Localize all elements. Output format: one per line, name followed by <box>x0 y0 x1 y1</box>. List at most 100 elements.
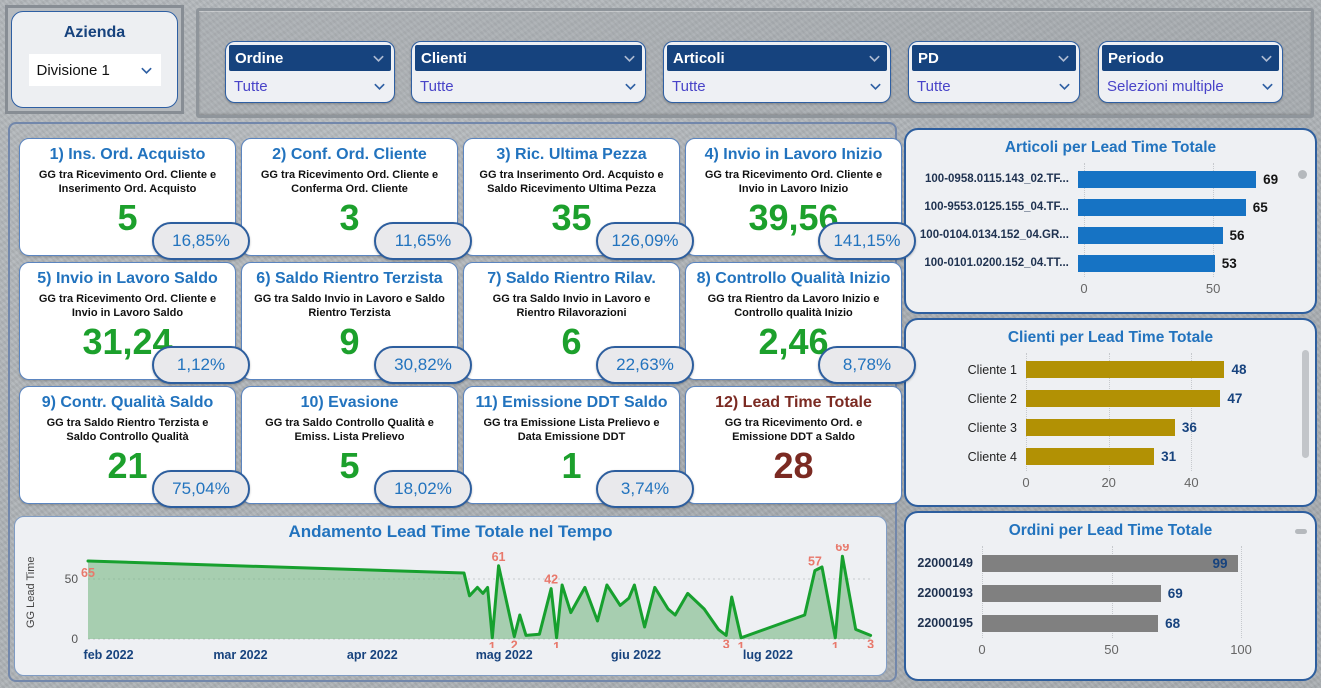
kpi-title: 9) Contr. Qualità Saldo <box>41 394 214 411</box>
x-axis-labels: feb 2022 mar 2022 apr 2022 mag 2022 giu 2022… <box>15 648 886 664</box>
data-bar[interactable] <box>1026 390 1221 407</box>
bar-category-label: 100-9553.0125.155_04.TF... <box>924 201 1069 213</box>
data-bar[interactable] <box>1077 226 1223 244</box>
data-bar[interactable] <box>1026 361 1225 378</box>
ordini-bar-chart: 22000149 99 22000193 69 22000195 68 0 50 100 <box>906 546 1315 660</box>
kpi-title: 1) Ins. Ord. Acquisto <box>49 146 206 163</box>
kpi-description: GG tra Ricevimento Ord. Cliente e Confer… <box>260 169 439 196</box>
azienda-dropdown[interactable]: Divisione 1 <box>28 54 161 86</box>
kpi-title: 8) Controllo Qualità Inizio <box>696 270 891 287</box>
filter-label: Clienti <box>421 49 467 67</box>
filter-value-dropdown[interactable]: Tutte <box>664 71 890 95</box>
filter-value-dropdown[interactable]: Tutte <box>909 71 1079 95</box>
kpi-description: GG tra Ricevimento Ord. Cliente e Invio … <box>704 169 883 196</box>
filter-ordine: Ordine Tutte <box>225 41 395 103</box>
kpi-value: 21 <box>107 444 148 486</box>
chart-title: Clienti per Lead Time Totale <box>1007 329 1214 346</box>
data-bar[interactable] <box>982 584 1161 602</box>
x-axis-tick: 0 <box>978 642 986 657</box>
filter-selected-value: Tutte <box>420 78 454 95</box>
data-bar[interactable] <box>1077 198 1246 216</box>
chart-text: 1 <box>832 640 839 648</box>
filter-header-dropdown[interactable]: Clienti <box>415 45 642 71</box>
kpi-description: GG tra Saldo Invio in Lavoro e Saldo Rie… <box>254 293 445 320</box>
filter-selected-value: Selezioni multiple <box>1107 78 1224 95</box>
bar-rows: 22000149 99 22000193 69 22000195 68 <box>906 546 1315 638</box>
kpi-percent-badge: 3,74% <box>596 470 694 508</box>
bar-row: 100-0101.0200.152_04.TT... 53 <box>906 249 1315 277</box>
chart-text: 69 <box>835 544 849 554</box>
bar-value-label: 48 <box>1231 362 1247 377</box>
filter-header-dropdown[interactable]: Articoli <box>667 45 887 71</box>
x-axis-tick: 100 <box>1230 642 1252 657</box>
bar-row: 22000149 99 <box>906 548 1315 578</box>
chevron-down-icon <box>373 55 384 62</box>
kpi-card-10: 10) Evasione GG tra Saldo Controllo Quali… <box>241 386 472 508</box>
kpi-value: 6 <box>561 320 582 362</box>
filter-periodo: Periodo Selezioni multiple <box>1098 41 1283 103</box>
chevron-down-icon <box>1261 55 1272 62</box>
kpi-card-6: 6) Saldo Rientro Terzista GG tra Saldo In… <box>241 262 472 384</box>
chart-text: 50 <box>65 572 79 586</box>
filter-value-dropdown[interactable]: Selezioni multiple <box>1099 71 1282 95</box>
filter-label: Periodo <box>1108 49 1164 67</box>
articoli-chart-card: Articoli per Lead Time Totale 100-0958.0… <box>904 128 1317 314</box>
filter-header-dropdown[interactable]: Periodo <box>1102 45 1279 71</box>
bar-category-label: 22000193 <box>917 586 973 600</box>
gridline <box>1084 163 1085 277</box>
data-bar[interactable] <box>1077 254 1215 272</box>
x-axis-ticks: 0 20 40 <box>906 475 1315 493</box>
filter-header-dropdown[interactable]: PD <box>912 45 1076 71</box>
kpi-percent-badge: 141,15% <box>818 222 916 260</box>
kpi-value: 35 <box>551 196 592 238</box>
kpi-description: GG tra Saldo Controllo Qualità e Emiss. … <box>265 417 434 444</box>
data-bar[interactable] <box>1026 419 1175 436</box>
chart-text: 1 <box>738 640 745 648</box>
filter-header-dropdown[interactable]: Ordine <box>229 45 391 71</box>
area-fill <box>88 556 871 639</box>
bar-category-label: Cliente 1 <box>967 362 1017 377</box>
bar-track: 47 <box>1026 384 1301 413</box>
scrollbar[interactable] <box>1302 350 1309 458</box>
x-axis-label: giu 2022 <box>611 648 662 662</box>
data-bar[interactable] <box>982 614 1159 632</box>
bar-row: Cliente 4 31 <box>906 442 1315 471</box>
kpi-card-7: 7) Saldo Rientro Rilav. GG tra Saldo Invi… <box>463 262 694 384</box>
chevron-down-icon <box>374 83 385 91</box>
kpi-panel: 1) Ins. Ord. Acquisto GG tra Ricevimento … <box>8 122 916 682</box>
bar-category-label: 100-0104.0134.152_04.GR... <box>919 229 1069 241</box>
kpi-value: 9 <box>339 320 360 362</box>
chevron-down-icon <box>624 55 635 62</box>
chart-title: Articoli per Lead Time Totale <box>1004 139 1217 156</box>
kpi-description: GG tra Saldo Invio in Lavoro e Rientro R… <box>492 293 651 320</box>
bar-category-label: 22000195 <box>917 616 973 630</box>
filter-value-dropdown[interactable]: Tutte <box>226 71 394 95</box>
kpi-value: 2,46 <box>758 320 829 362</box>
articoli-bar-chart: 100-0958.0115.143_02.TF... 69 100-9553.012… <box>906 163 1315 299</box>
scrollbar-indicator[interactable] <box>1298 170 1307 179</box>
x-axis-label: apr 2022 <box>346 648 398 662</box>
chevron-down-icon <box>1059 83 1070 91</box>
gridline <box>1191 353 1193 471</box>
kpi-card-8: 8) Controllo Qualità Inizio GG tra Rientr… <box>685 262 916 384</box>
data-bar[interactable] <box>982 554 1239 572</box>
kpi-title: 2) Conf. Ord. Cliente <box>272 146 427 163</box>
kpi-value: 3 <box>339 196 360 238</box>
bar-track: 65 <box>1077 193 1315 221</box>
kpi-percent-badge: 1,12% <box>152 346 250 384</box>
x-axis-label: feb 2022 <box>83 648 134 662</box>
filter-value-dropdown[interactable]: Tutte <box>412 71 645 95</box>
scrollbar-indicator[interactable] <box>1295 529 1307 534</box>
chart-title: Ordini per Lead Time Totale <box>1008 522 1213 539</box>
azienda-slicer: Azienda Divisione 1 <box>5 5 184 114</box>
chart-text: 3 <box>723 637 730 648</box>
gridline <box>1108 353 1110 471</box>
bar-value-label: 69 <box>1263 171 1279 187</box>
filter-label: Ordine <box>235 49 284 67</box>
chart-text: 61 <box>492 550 506 564</box>
data-bar[interactable] <box>1077 170 1257 188</box>
data-bar[interactable] <box>1026 448 1155 465</box>
chart-title: Andamento Lead Time Totale nel Tempo <box>288 522 613 541</box>
